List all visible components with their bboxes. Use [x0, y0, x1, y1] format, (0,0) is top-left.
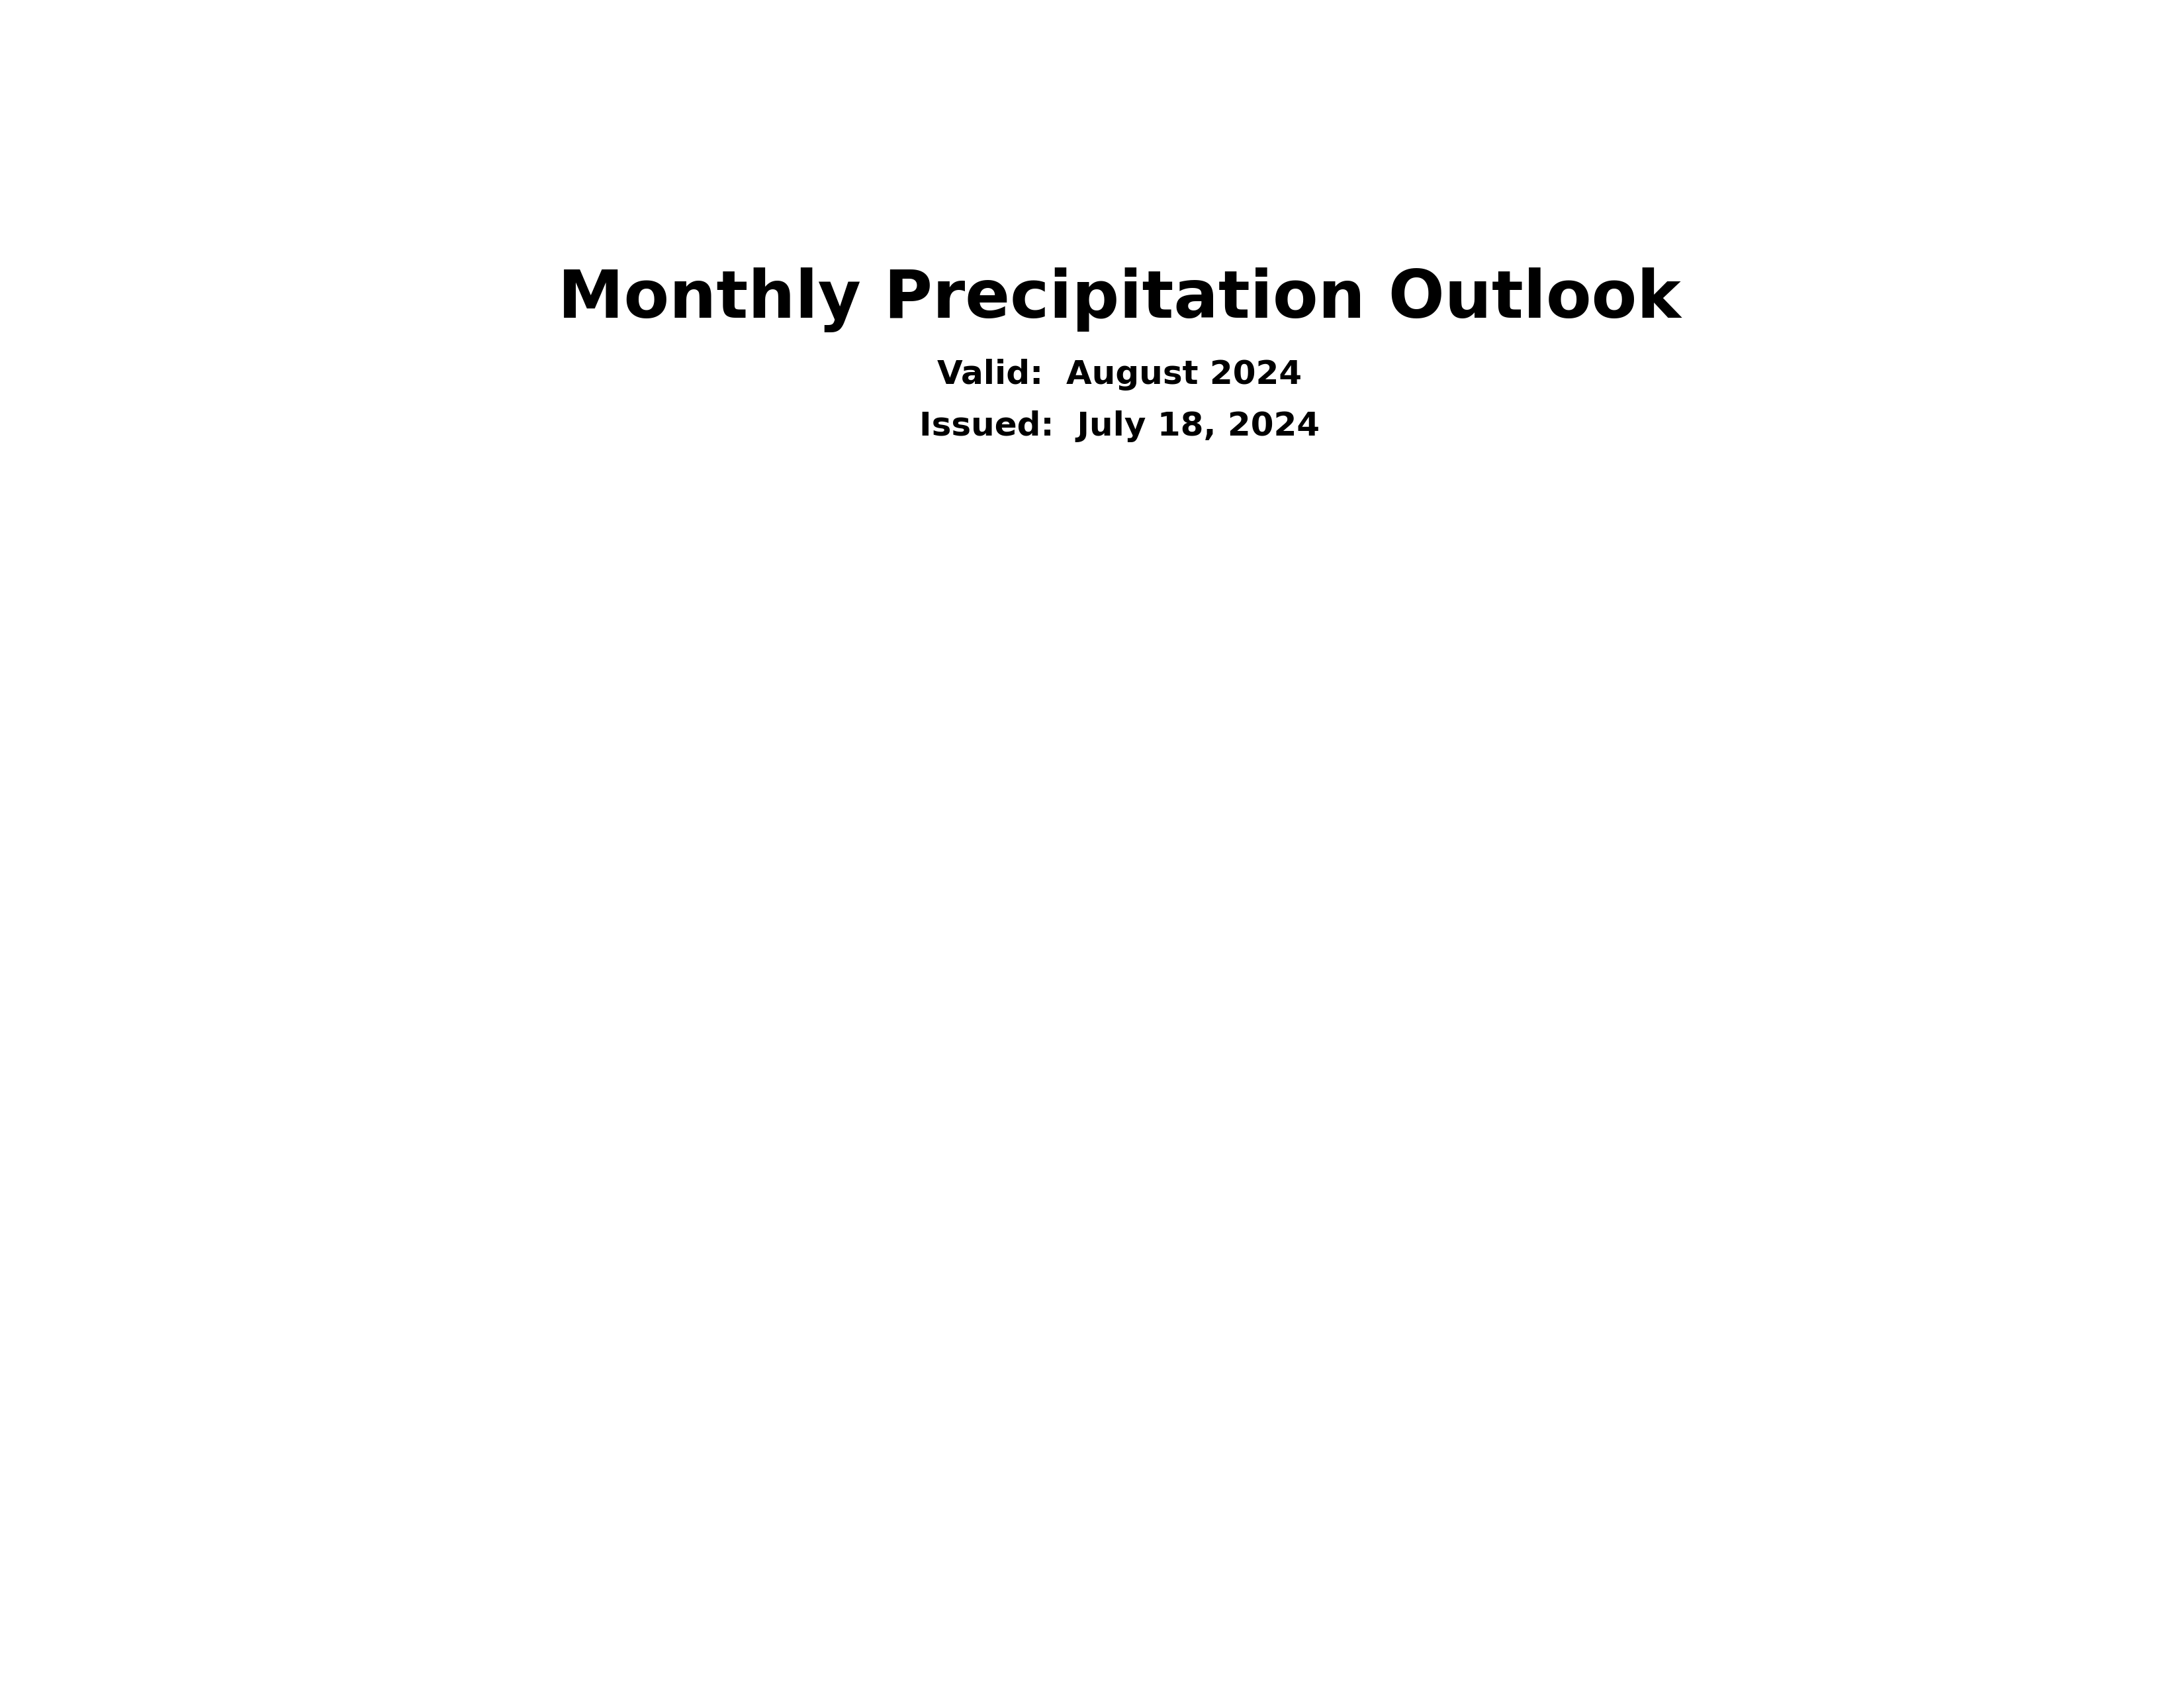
Text: Valid:  August 2024: Valid: August 2024	[937, 358, 1302, 390]
Text: Issued:  July 18, 2024: Issued: July 18, 2024	[919, 410, 1319, 442]
Text: Monthly Precipitation Outlook: Monthly Precipitation Outlook	[557, 268, 1682, 333]
